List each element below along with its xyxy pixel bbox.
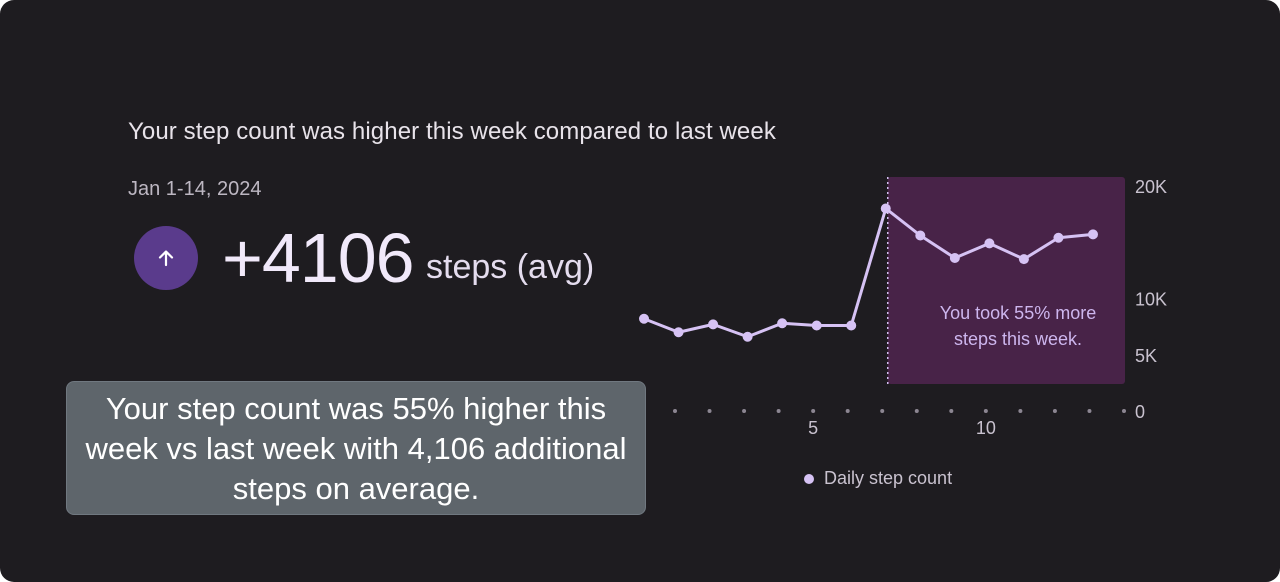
data-point [811, 320, 822, 331]
y-tick-label: 10K [1135, 290, 1167, 310]
data-point [880, 203, 891, 214]
x-tick-label: 10 [976, 418, 996, 438]
highlight-label: steps this week. [954, 329, 1082, 349]
x-axis-dot [949, 409, 954, 413]
x-axis-dot [983, 409, 988, 413]
arrow-up-icon [158, 250, 174, 267]
data-point [639, 313, 649, 324]
x-axis-dot [1018, 409, 1023, 413]
y-tick-label: 20K [1135, 177, 1167, 197]
data-point [673, 327, 684, 338]
series-line [642, 207, 1095, 339]
data-point [708, 319, 719, 330]
headline: Your step count was higher this week com… [128, 118, 776, 145]
trend-badge [134, 226, 198, 290]
chart-legend: Daily step count [804, 468, 952, 489]
highlight-label: You took 55% more [940, 303, 1096, 323]
data-point [1018, 254, 1029, 265]
date-range: Jan 1-14, 2024 [128, 178, 262, 200]
x-axis-dot [776, 409, 781, 413]
data-point [742, 331, 753, 342]
data-point [949, 253, 960, 263]
data-point [915, 230, 926, 241]
x-axis-dot [707, 409, 712, 413]
x-axis-dot [1122, 409, 1126, 413]
x-axis-dot [845, 409, 850, 413]
step-difference-value: +4106 [222, 219, 415, 297]
x-axis-dot [1087, 409, 1092, 413]
x-axis-dot [914, 409, 919, 413]
data-point [846, 320, 857, 331]
x-axis-dot [673, 409, 677, 413]
x-axis-dot [880, 409, 885, 413]
data-point [984, 238, 995, 249]
step-unit: steps (avg) [426, 248, 595, 286]
x-axis-dot [1052, 409, 1057, 413]
y-tick-label: 5K [1135, 346, 1157, 366]
highlight-region [887, 177, 1125, 384]
accessibility-caption: Your step count was 55% higher this week… [66, 381, 646, 515]
data-point [1053, 232, 1064, 243]
data-point [777, 318, 788, 329]
legend-label: Daily step count [824, 468, 953, 488]
x-axis-dot [811, 409, 816, 413]
y-tick-label: 0 [1135, 402, 1145, 422]
legend-marker [804, 473, 814, 484]
x-axis-dot [742, 409, 747, 413]
x-tick-label: 5 [808, 418, 818, 438]
data-point [1088, 229, 1098, 240]
